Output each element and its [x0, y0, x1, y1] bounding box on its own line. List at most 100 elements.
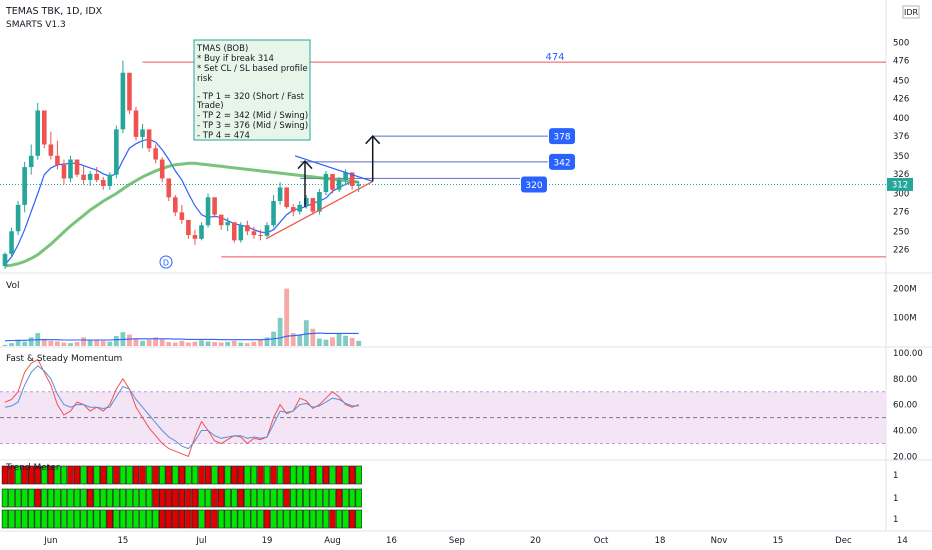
trend-meter-cell	[303, 465, 310, 485]
candle-body	[330, 173, 335, 190]
trend-meter-cell	[1, 509, 9, 529]
candle-body	[323, 173, 329, 193]
candle-body	[336, 179, 342, 190]
time-axis-tick: 14	[897, 536, 908, 546]
candle-body	[264, 225, 270, 236]
tp1-badge-label: 320	[525, 181, 542, 191]
trend-meter-cell	[296, 509, 303, 529]
trend-meter-cell	[54, 509, 61, 529]
price-axis-tick: 300	[893, 190, 909, 200]
trend-meter-cell	[178, 488, 186, 508]
volume-bar	[74, 341, 80, 346]
trend-meter-cell	[217, 465, 225, 485]
price-axis-tick: 500	[893, 39, 909, 49]
candle-body	[94, 173, 99, 180]
trend-meter-cell	[217, 509, 225, 529]
candle-body	[114, 129, 119, 175]
trend-meter-cell	[67, 509, 74, 529]
trend-meter-cell	[309, 509, 317, 529]
trend-meter-cell	[185, 465, 192, 485]
trend-meter-cell	[139, 465, 146, 485]
trend-meter-cell	[139, 509, 146, 529]
trend-meter-cell	[316, 488, 323, 508]
candle-body	[22, 167, 27, 205]
volume-bar	[205, 341, 211, 346]
trend-meter-cell	[289, 488, 297, 508]
trend-meter-cell	[342, 488, 349, 508]
triangle-lower-line[interactable]	[265, 180, 373, 240]
trend-meter-cell	[67, 465, 74, 485]
trend-meter-cell	[126, 509, 133, 529]
trend-meter-cell	[204, 509, 212, 529]
momentum-line-fast	[4, 358, 359, 458]
candle-body	[42, 110, 47, 145]
tp3-badge[interactable]: 378	[549, 128, 575, 145]
trend-meter-cell	[21, 488, 28, 508]
trend-meter-cell	[211, 509, 218, 529]
tp2-badge[interactable]: 342	[549, 153, 575, 170]
candle-body	[349, 172, 355, 186]
candle-body	[317, 192, 322, 212]
trend-meter-cell	[355, 488, 362, 508]
time-axis-tick: 20	[530, 536, 541, 546]
dividend-marker[interactable]: D	[159, 255, 173, 269]
price-axis-tick: 276	[893, 208, 909, 218]
currency-badge[interactable]	[902, 5, 920, 19]
trade-note[interactable]: TMAS (BOB) * Buy if break 314 * Set CL /…	[193, 39, 311, 141]
price-axis-tick: 226	[893, 245, 909, 255]
volume-bar	[356, 340, 362, 346]
trend-meter-cell	[86, 509, 94, 529]
candle-body	[231, 222, 237, 241]
trend-meter-cell	[309, 465, 317, 485]
volume-bar	[251, 341, 257, 346]
trend-meter-cell	[303, 509, 310, 529]
trend-meter-cell	[113, 488, 120, 508]
volume-bar	[87, 339, 93, 346]
volume-bar	[9, 343, 14, 346]
trend-meter-cell	[60, 488, 68, 508]
trend-meter-cell	[224, 465, 231, 485]
candles-layer	[2, 60, 361, 269]
triangle-upper-line[interactable]	[294, 155, 373, 183]
price-axis-tick: 350	[893, 152, 909, 162]
trend-meter-cell	[309, 488, 317, 508]
trend-meter-cell	[257, 488, 264, 508]
trend-meter-cell	[270, 488, 277, 508]
trend-meter-cell	[126, 488, 133, 508]
trend-meter-cell	[8, 465, 15, 485]
trend-meter-cell	[21, 465, 28, 485]
trend-meter-cell	[244, 509, 251, 529]
note-line: - TP 1 = 320 (Short / Fast	[197, 92, 305, 102]
trend-meter-cell	[289, 509, 297, 529]
trend-meter-cell	[303, 488, 310, 508]
momentum-pane-title: Fast & Steady Momentum	[6, 354, 122, 364]
volume-bar	[55, 341, 60, 346]
trend-meter-cell	[119, 488, 127, 508]
trend-meter-title: Trend Meter	[5, 463, 60, 473]
candle-body	[55, 155, 60, 165]
trend-meter-cell	[159, 509, 166, 529]
volume-bar	[297, 334, 303, 346]
trend-meter-cell	[178, 509, 186, 529]
candle-body	[277, 187, 283, 202]
trend-meter-cell	[335, 465, 343, 485]
trend-meter-cell	[204, 465, 212, 485]
candle-body	[199, 225, 204, 239]
candle-body	[284, 187, 289, 208]
trend-meter-cell	[14, 509, 22, 529]
trend-meter-cell	[211, 465, 218, 485]
volume-layer	[2, 288, 362, 346]
trend-meter-cell	[329, 509, 336, 529]
trend-meter-cell	[73, 509, 81, 529]
trend-axis-tick: 1	[893, 494, 898, 504]
momentum-axis-tick: 100.00	[893, 349, 923, 359]
candle-body	[153, 148, 158, 160]
candle-body	[205, 197, 211, 226]
price-axis-tick: 476	[893, 57, 909, 67]
volume-pane-title: Vol	[6, 281, 19, 291]
trend-meter-cell	[8, 488, 15, 508]
drawings-layer	[265, 135, 381, 240]
trend-meter-cell	[322, 509, 330, 529]
trend-meter-cell	[47, 509, 55, 529]
tp1-badge[interactable]: 320	[521, 176, 547, 193]
